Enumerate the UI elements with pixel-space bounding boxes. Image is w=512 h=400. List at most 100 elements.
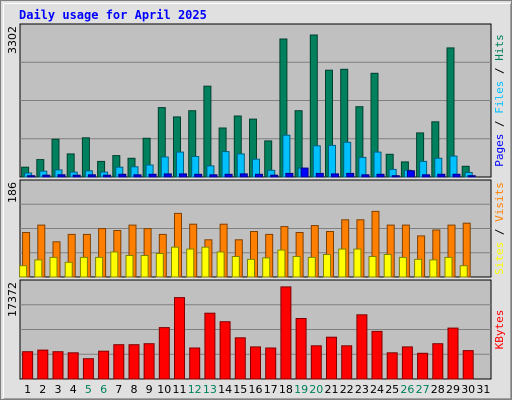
x-label-day-10: 10 — [157, 383, 171, 396]
bar-kbytes-day-27 — [417, 352, 429, 380]
x-label-day-8: 8 — [131, 383, 138, 396]
bar-sites-day-18 — [277, 249, 286, 278]
bar-pages-day-15 — [239, 173, 248, 178]
label-sites: Sites — [493, 242, 506, 275]
bar-pages-day-17 — [270, 174, 279, 178]
bar-sites-day-16 — [247, 258, 255, 278]
bar-sites-day-15 — [231, 256, 240, 278]
bar-hits-day-19 — [294, 110, 303, 178]
x-label-day-31: 31 — [476, 383, 490, 396]
x-label-day-9: 9 — [146, 383, 153, 396]
label-pages: Pages — [493, 134, 506, 167]
bar-pages-day-10 — [163, 173, 172, 178]
series-label: Pages / Files / Hits — [493, 34, 506, 167]
bar-sites-day-19 — [292, 256, 301, 278]
bar-pages-day-1 — [27, 175, 36, 178]
label-visits: Visits — [493, 182, 506, 222]
bar-kbytes-day-19 — [295, 318, 307, 380]
bar-sites-day-2 — [34, 259, 43, 278]
x-label-day-14: 14 — [218, 383, 232, 396]
x-label-day-5: 5 — [85, 383, 92, 396]
series-label: Sites / Visits — [493, 182, 506, 275]
bar-kbytes-day-4 — [67, 352, 79, 380]
label-separator: / — [493, 114, 506, 134]
bar-kbytes-day-26 — [401, 346, 413, 380]
x-label-day-21: 21 — [325, 383, 339, 396]
bar-sites-day-8 — [125, 255, 134, 278]
bar-kbytes-day-7 — [113, 344, 125, 380]
bar-pages-day-23 — [361, 174, 370, 178]
x-label-day-24: 24 — [370, 383, 384, 396]
label-files: Files — [493, 81, 506, 114]
bar-pages-day-20 — [315, 172, 324, 178]
x-label-day-26: 26 — [400, 383, 414, 396]
bar-kbytes-day-3 — [52, 351, 64, 380]
bar-sites-day-4 — [64, 261, 73, 278]
label-hits: Hits — [493, 34, 506, 61]
bar-sites-day-29 — [444, 256, 453, 278]
bar-pages-day-12 — [194, 173, 203, 178]
bar-sites-day-12 — [186, 248, 195, 278]
bar-pages-day-18 — [285, 172, 294, 178]
bar-files-day-18 — [282, 134, 291, 178]
y-max-label: 3302 — [6, 26, 19, 54]
bar-sites-day-22 — [338, 248, 347, 278]
bar-kbytes-day-28 — [432, 343, 444, 380]
bar-pages-day-7 — [118, 173, 127, 178]
bar-pages-day-26 — [406, 170, 415, 178]
bar-kbytes-day-13 — [204, 312, 216, 380]
bar-sites-day-30 — [459, 265, 468, 278]
x-label-day-28: 28 — [431, 383, 445, 396]
bar-pages-day-24 — [376, 173, 385, 178]
bar-kbytes-day-29 — [447, 327, 459, 380]
bar-hits-day-13 — [203, 85, 212, 178]
x-label-day-18: 18 — [279, 383, 293, 396]
y-max-label: 186 — [6, 182, 19, 203]
bar-pages-day-28 — [437, 173, 446, 178]
label-separator: / — [493, 61, 506, 81]
x-label-day-16: 16 — [249, 383, 263, 396]
bar-kbytes-day-22 — [341, 345, 353, 380]
bar-pages-day-11 — [179, 173, 187, 178]
series-label: KBytes — [493, 310, 506, 350]
x-label-day-12: 12 — [188, 383, 202, 396]
x-label-day-15: 15 — [233, 383, 247, 396]
bar-sites-day-25 — [383, 254, 392, 278]
bar-pages-day-3 — [57, 174, 66, 178]
bar-sites-day-14 — [216, 251, 225, 278]
bar-sites-day-9 — [140, 255, 149, 278]
bar-pages-day-4 — [72, 174, 81, 178]
bar-pages-day-5 — [87, 174, 96, 178]
bar-kbytes-day-17 — [265, 347, 277, 380]
x-label-day-4: 4 — [70, 383, 77, 396]
bar-sites-day-10 — [155, 253, 164, 278]
bar-kbytes-day-2 — [37, 349, 49, 380]
bar-kbytes-day-20 — [310, 345, 322, 380]
x-label-day-11: 11 — [173, 383, 187, 396]
bar-sites-day-28 — [429, 259, 438, 278]
bar-kbytes-day-12 — [189, 347, 201, 380]
bar-pages-day-8 — [133, 174, 142, 178]
bar-kbytes-day-30 — [462, 350, 474, 380]
label-kbytes: KBytes — [493, 310, 506, 350]
bar-files-day-14 — [221, 151, 230, 178]
x-label-day-20: 20 — [309, 383, 323, 396]
bar-kbytes-day-1 — [22, 351, 34, 380]
bar-kbytes-day-9 — [143, 343, 155, 380]
bar-kbytes-day-16 — [250, 346, 261, 380]
bar-sites-day-5 — [79, 256, 88, 278]
bar-kbytes-day-23 — [356, 314, 368, 380]
bar-pages-day-30 — [467, 175, 476, 178]
bar-files-day-11 — [176, 151, 184, 178]
x-label-day-29: 29 — [446, 383, 460, 396]
bar-sites-day-17 — [262, 257, 271, 278]
panel-kbytes: 17372 KBytes — [6, 279, 506, 380]
bar-kbytes-day-6 — [98, 350, 110, 380]
bar-kbytes-day-8 — [128, 344, 140, 380]
x-label-day-3: 3 — [55, 383, 62, 396]
x-label-day-23: 23 — [355, 383, 369, 396]
bar-sites-day-23 — [353, 248, 362, 278]
bar-pages-day-25 — [391, 175, 400, 178]
panel-visits-sites: 186 Sites / Visits — [6, 179, 506, 278]
